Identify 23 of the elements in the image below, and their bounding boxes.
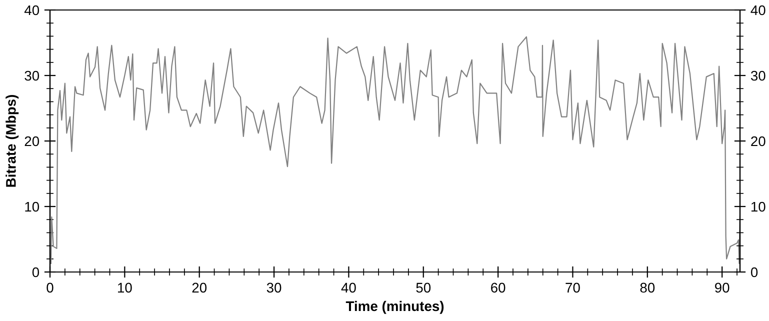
x-tick-label: 0 <box>46 282 54 293</box>
x-tick-label: 70 <box>566 282 580 293</box>
y-tick-label: 40 <box>24 5 40 16</box>
x-tick-label: 80 <box>640 282 655 293</box>
y-tick-label: 10 <box>25 202 40 212</box>
y2-tick-label: 10 <box>751 202 766 212</box>
x-tick-label: 20 <box>192 282 207 293</box>
y-tick-label: 20 <box>24 136 40 146</box>
y-tick-label: 30 <box>24 70 40 81</box>
x-tick-label: 90 <box>715 282 730 293</box>
x-tick-label: 60 <box>491 282 506 293</box>
y2-tick-label: 0 <box>750 267 758 278</box>
line-series <box>50 36 740 264</box>
y2-tick-label: 20 <box>751 136 766 146</box>
y2-tick-label: 30 <box>750 70 766 81</box>
y-tick-label: 0 <box>32 267 40 278</box>
y2-tick-label: 40 <box>750 5 766 16</box>
x-tick-label: 40 <box>341 282 356 293</box>
x-tick-label: 50 <box>416 282 431 293</box>
x-tick-label: 10 <box>118 282 132 293</box>
x-tick-label: 30 <box>266 282 282 293</box>
y-axis-title: Bitrate (Mbps) <box>6 95 19 187</box>
x-axis-title: Time (minutes) <box>346 300 444 314</box>
